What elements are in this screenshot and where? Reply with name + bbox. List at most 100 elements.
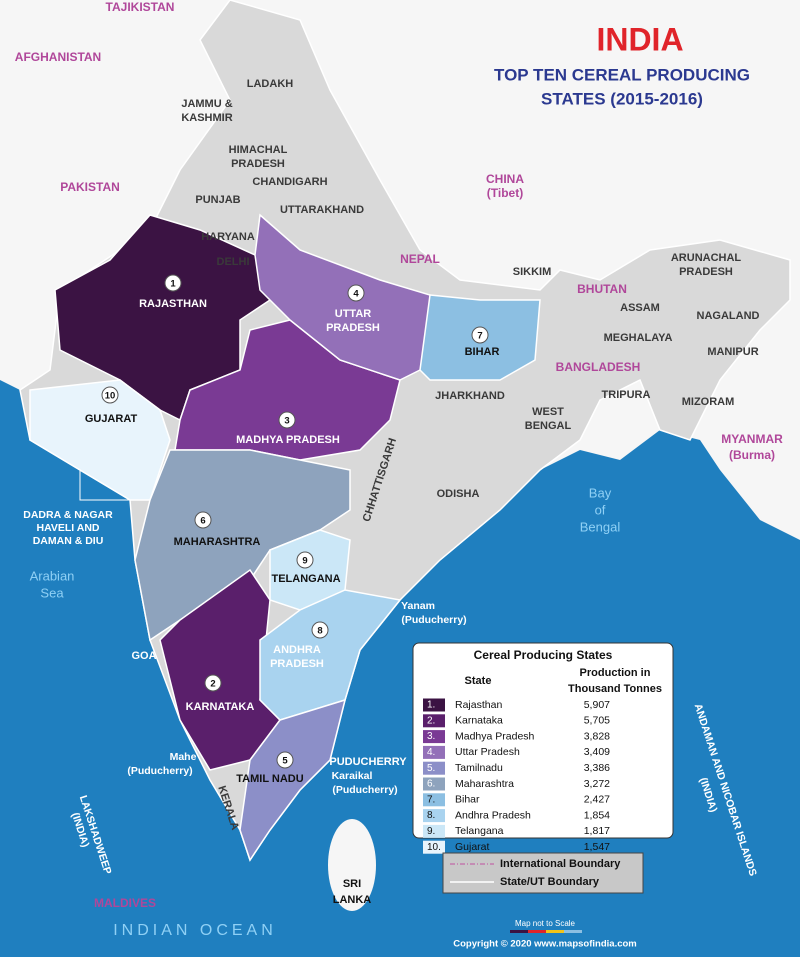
map-label: JAMMU & [181,98,232,110]
map-label: NEPAL [400,252,440,266]
legend-swatch [423,714,445,728]
legend-state: Tamilnadu [455,762,503,774]
rank-marker [276,751,294,769]
legend-rows: 1. Rajasthan 5,907 2. Karnataka 5,705 3. Madhya… [423,698,610,854]
rank-number: 7 [477,331,482,342]
legend-rank: 1. [427,700,435,711]
map-label: MYANMAR [721,432,783,446]
legend-header: Thousand Tonnes [568,683,662,695]
map-label: RAJASTHAN [139,298,207,310]
legend-swatch [423,809,445,823]
legend-swatch [423,745,445,759]
map-label: Arabian [30,568,75,583]
legend-state: Madhya Pradesh [455,730,535,742]
legend-production: 3,386 [584,762,610,774]
leader-line [79,470,135,501]
legend-rank: 5. [427,763,435,774]
map-label: KASHMIR [181,112,232,124]
ranked-states [29,213,541,862]
map-label: Yanam [401,600,435,612]
legend-production: 3,828 [584,730,610,742]
legend-swatch [423,761,445,775]
rank-number: 6 [200,516,205,527]
map-label: Sea [40,585,64,600]
map-label: ODISHA [437,488,480,500]
legend-rank: 6. [427,779,435,790]
boundary-label: International Boundary [500,858,621,870]
map-label: SRI [343,878,361,890]
map-label: DADRA & NAGAR [23,509,113,521]
map-label: (Puducherry) [401,614,466,626]
legend-state: Maharashtra [455,778,514,790]
subtitle: STATES (2015-2016) [541,89,703,108]
map-label: Mahe [170,751,197,763]
map-label: CHANDIGARH [252,176,327,188]
map-label: PRADESH [326,322,380,334]
rank-number: 2 [210,679,215,690]
map-label: HIMACHAL [229,144,288,156]
map-label: BIHAR [465,346,500,358]
legend-rank: 7. [427,794,435,805]
map-label: MANIPUR [707,346,758,358]
scale-bar [564,930,582,933]
map-label: (Burma) [729,448,775,462]
legend-state: Gujarat [455,841,490,853]
legend-state: Rajasthan [455,699,502,711]
boundary-legend [442,852,644,894]
legend-production: 3,272 [584,778,610,790]
legend-production: 2,427 [584,794,610,806]
map-label: WEST [532,406,564,418]
legend-header: State [465,675,492,687]
rank-marker [471,326,489,344]
rank-marker [311,621,329,639]
subtitle: TOP TEN CEREAL PRODUCING [494,65,750,84]
map-label: GUJARAT [85,413,138,425]
map-label: BHUTAN [577,282,627,296]
map-label: BANGLADESH [556,360,641,374]
map-label: ASSAM [620,302,660,314]
map-label: UTTARAKHAND [280,204,364,216]
rank-number: 3 [284,416,289,427]
scale-bar [546,930,564,933]
map-label: INDIAN OCEAN [113,922,277,939]
legend-state: Bihar [455,794,480,806]
title: INDIA [596,21,683,57]
map-label: (Puducherry) [127,765,192,777]
rank-marker [278,411,296,429]
state-tamil-nadu [239,698,347,862]
map-label: DAMAN & DIU [33,535,104,547]
rank-marker [194,511,212,529]
map-label: DELHI [217,256,250,268]
map-label: (Puducherry) [332,784,397,796]
map-label: SIKKIM [513,266,552,278]
map-label: PRADESH [679,266,733,278]
legend-rank: 4. [427,747,435,758]
map-label: HARYANA [201,231,255,243]
copyright: Copyright © 2020 www.mapsofindia.com [453,939,637,950]
rank-marker [204,674,222,692]
map-label: PUNJAB [195,194,240,206]
map-label: TAJIKISTAN [106,0,175,14]
rank-marker [347,284,365,302]
legend-rank: 8. [427,810,435,821]
legend-state: Telangana [455,825,504,837]
legend-production: 5,705 [584,715,610,727]
map-label: MEGHALAYA [604,332,673,344]
map-label: UTTAR [335,308,372,320]
map-label: TELANGANA [271,573,340,585]
scale-bar [528,930,546,933]
map-label: Karaikal [332,770,373,782]
map-label: KARNATAKA [186,701,255,713]
legend-rank: 9. [427,826,435,837]
map-label: LANKA [333,894,372,906]
rank-number: 8 [317,626,322,637]
rank-marker [164,274,182,292]
legend-state: Karnataka [455,715,503,727]
map-label: PAKISTAN [60,180,120,194]
map-label: Bay [589,485,612,500]
legend-swatch [423,777,445,791]
rank-number: 5 [282,756,288,767]
scale-bar [510,930,528,933]
map-label: Bengal [580,519,621,534]
